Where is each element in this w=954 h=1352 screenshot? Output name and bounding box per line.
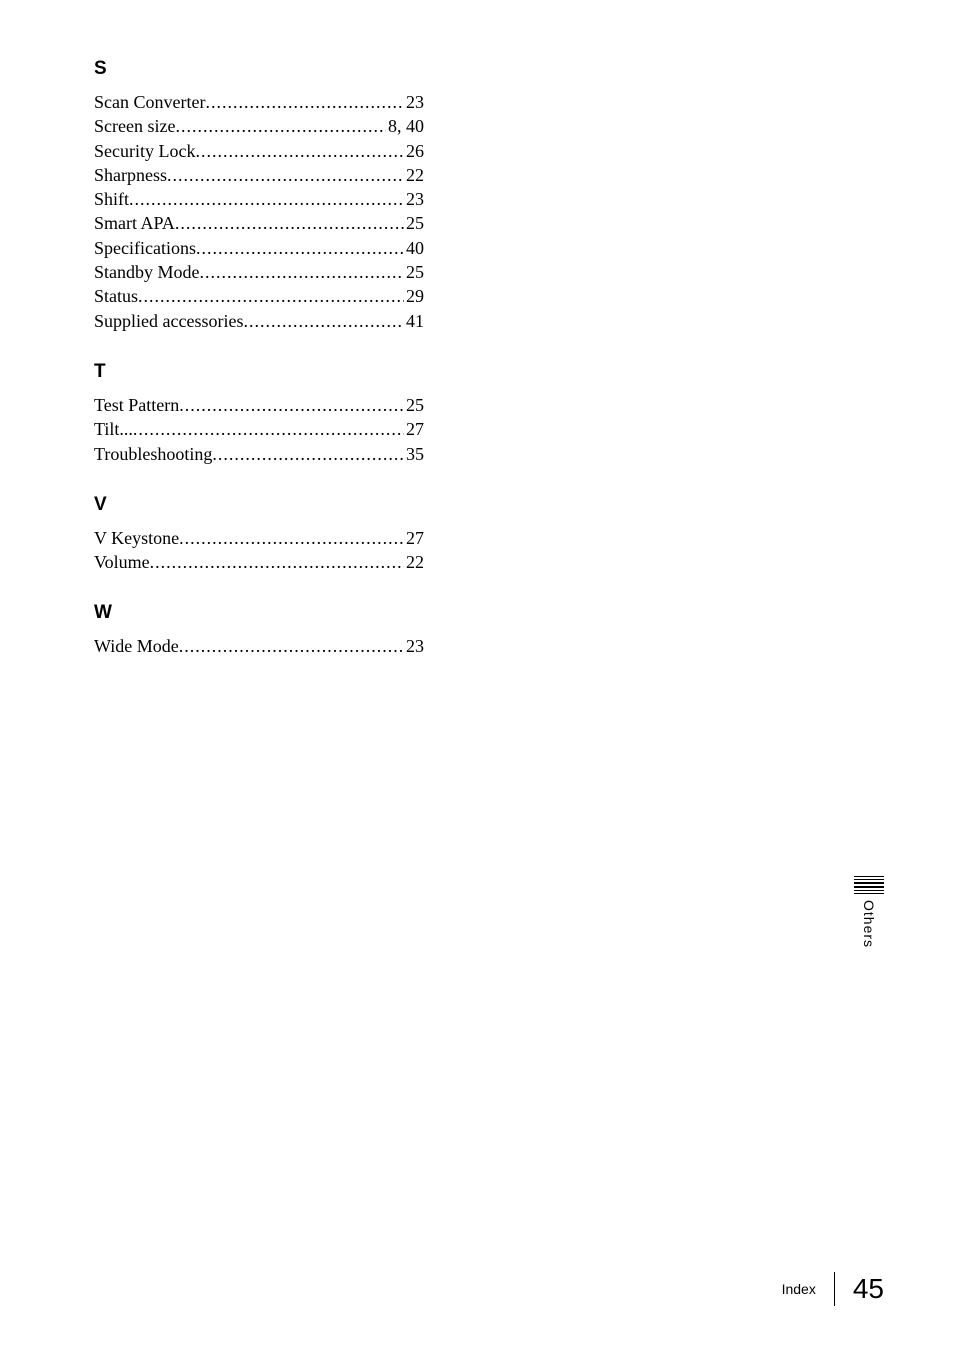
entry-page: 40 xyxy=(404,236,424,260)
entry-label: Screen size xyxy=(94,114,175,138)
section-letter: W xyxy=(94,602,884,624)
index-entry: Smart APA ..............................… xyxy=(94,211,424,235)
index-entry: Security Lock ..........................… xyxy=(94,139,424,163)
entry-leaders: ........................................… xyxy=(179,634,404,658)
index-entry: Standby Mode ...........................… xyxy=(94,260,424,284)
entry-page: 26 xyxy=(404,139,424,163)
side-tab: Others xyxy=(854,876,884,948)
index-entry: Troubleshooting ........................… xyxy=(94,442,424,466)
entry-label: Volume xyxy=(94,550,150,574)
index-entry: Sharpness ..............................… xyxy=(94,163,424,187)
entry-label: Wide Mode xyxy=(94,634,179,658)
index-entry: Test Pattern ...........................… xyxy=(94,393,424,417)
side-tab-label: Others xyxy=(861,900,877,948)
footer-label: Index xyxy=(782,1281,816,1297)
entry-label: Smart APA xyxy=(94,211,175,235)
entry-page: 41 xyxy=(404,309,424,333)
entry-page: 35 xyxy=(404,442,424,466)
index-entry: Wide Mode ..............................… xyxy=(94,634,424,658)
index-entry: V Keystone .............................… xyxy=(94,526,424,550)
entry-leaders: ........................................… xyxy=(175,211,404,235)
index-section: T Test Pattern ..........................… xyxy=(94,361,884,466)
entry-page: 23 xyxy=(404,187,424,211)
footer-divider xyxy=(834,1272,835,1306)
entry-leaders: ........................................… xyxy=(167,163,404,187)
entry-label: Tilt... xyxy=(94,417,133,441)
entry-page: 29 xyxy=(404,284,424,308)
footer-page-number: 45 xyxy=(853,1273,884,1305)
index-entry: Specifications .........................… xyxy=(94,236,424,260)
entry-label: Specifications xyxy=(94,236,196,260)
entry-label: Supplied accessories xyxy=(94,309,243,333)
tab-decoration xyxy=(854,876,884,894)
section-letter: T xyxy=(94,361,884,383)
entry-page: 8, 40 xyxy=(386,114,424,138)
entry-leaders: ........................................… xyxy=(138,284,404,308)
entry-page: 23 xyxy=(404,90,424,114)
entry-page: 27 xyxy=(404,417,424,441)
footer: Index 45 xyxy=(782,1272,884,1306)
entry-page: 27 xyxy=(404,526,424,550)
entry-page: 25 xyxy=(404,260,424,284)
section-letter: V xyxy=(94,494,884,516)
entry-leaders: ........................................… xyxy=(129,187,404,211)
section-letter: S xyxy=(94,58,884,80)
index-section: S Scan Converter ........................… xyxy=(94,58,884,333)
entry-label: Sharpness xyxy=(94,163,167,187)
entry-label: Standby Mode xyxy=(94,260,200,284)
index-entry: Volume .................................… xyxy=(94,550,424,574)
index-section: W Wide Mode .............................… xyxy=(94,602,884,658)
index-entry: Tilt... ................................… xyxy=(94,417,424,441)
entry-leaders: ........................................… xyxy=(200,260,405,284)
entry-label: Test Pattern xyxy=(94,393,179,417)
entry-leaders: ........................................… xyxy=(205,90,404,114)
entry-leaders: ........................................… xyxy=(179,526,404,550)
index-entry: Shift ..................................… xyxy=(94,187,424,211)
entry-leaders: ........................................… xyxy=(196,236,404,260)
entry-label: Status xyxy=(94,284,138,308)
index-section: V V Keystone ............................… xyxy=(94,494,884,575)
entry-page: 23 xyxy=(404,634,424,658)
entry-label: V Keystone xyxy=(94,526,179,550)
entry-label: Security Lock xyxy=(94,139,195,163)
index-container: S Scan Converter ........................… xyxy=(94,58,884,659)
page: S Scan Converter ........................… xyxy=(0,0,954,1352)
entry-leaders: ........................................… xyxy=(150,550,404,574)
entry-leaders: ........................................… xyxy=(133,417,404,441)
entry-leaders: ........................................… xyxy=(243,309,404,333)
index-entry: Status .................................… xyxy=(94,284,424,308)
entry-leaders: ........................................… xyxy=(212,442,404,466)
index-entry: Scan Converter .........................… xyxy=(94,90,424,114)
entry-page: 25 xyxy=(404,211,424,235)
entry-page: 22 xyxy=(404,550,424,574)
entry-label: Scan Converter xyxy=(94,90,205,114)
entry-leaders: ........................................… xyxy=(179,393,404,417)
index-entry: Screen size ............................… xyxy=(94,114,424,138)
index-entry: Supplied accessories ...................… xyxy=(94,309,424,333)
entry-page: 25 xyxy=(404,393,424,417)
entry-label: Troubleshooting xyxy=(94,442,212,466)
entry-leaders: ........................................… xyxy=(195,139,404,163)
entry-page: 22 xyxy=(404,163,424,187)
entry-label: Shift xyxy=(94,187,129,211)
entry-leaders: ........................................… xyxy=(175,114,386,138)
